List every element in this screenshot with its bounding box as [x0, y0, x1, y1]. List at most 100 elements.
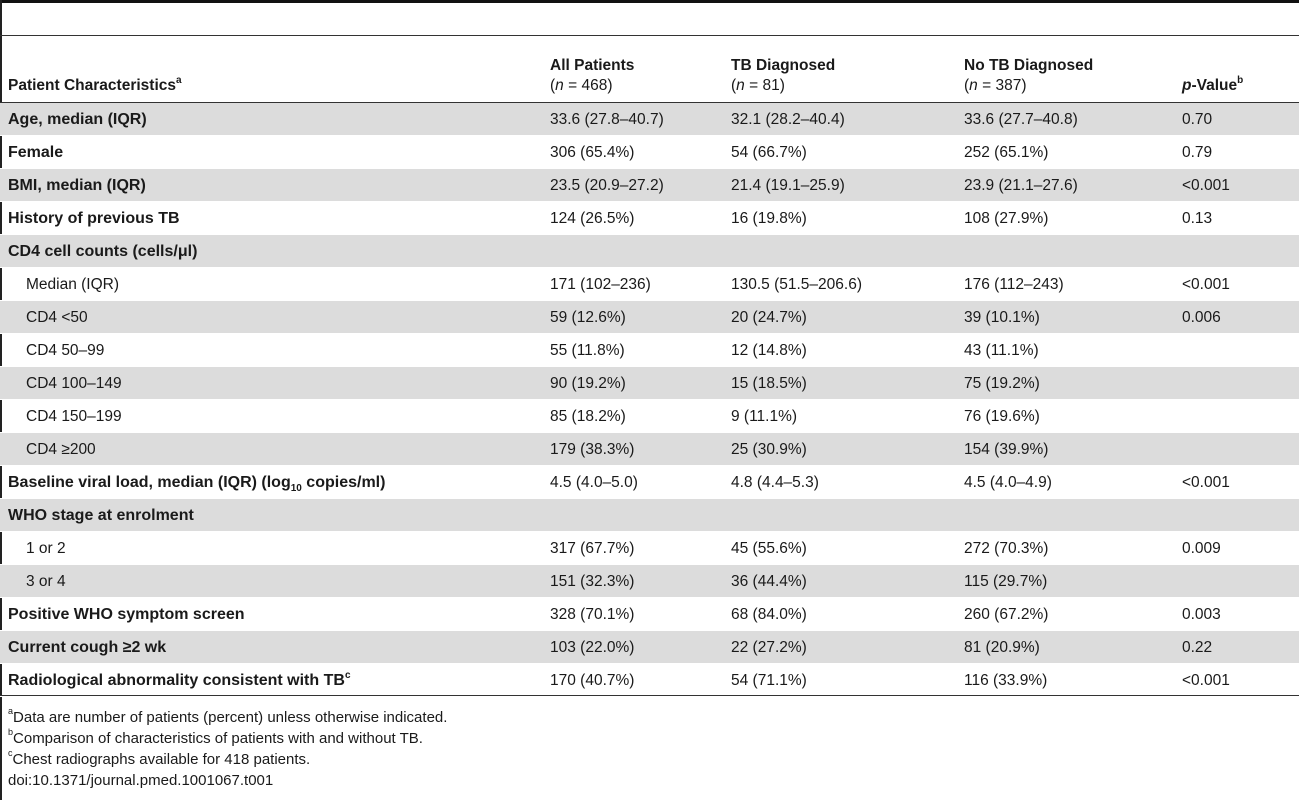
table-row: CD4 cell counts (cells/μl) [0, 235, 1299, 268]
cell-no-tb-diagnosed: 81 (20.9%) [964, 639, 1040, 656]
cell-no-tb-diagnosed: 116 (33.9%) [964, 672, 1048, 689]
cell-tb-diagnosed: 15 (18.5%) [731, 375, 807, 392]
cell-no-tb-diagnosed: 23.9 (21.1–27.6) [964, 177, 1078, 194]
row-label: Female [8, 144, 64, 161]
table-row: 3 or 4 151 (32.3%) 36 (44.4%) 115 (29.7%) [0, 565, 1299, 598]
header-all-patients: All Patients (n = 468) [550, 56, 634, 96]
cell-tb-diagnosed: 25 (30.9%) [731, 441, 807, 458]
cell-tb-diagnosed: 32.1 (28.2–40.4) [731, 111, 845, 128]
cell-no-tb-diagnosed: 75 (19.2%) [964, 375, 1040, 392]
row-label: Positive WHO symptom screen [8, 606, 245, 623]
table-row: Female 306 (65.4%) 54 (66.7%) 252 (65.1%) 0.… [0, 136, 1299, 169]
cell-p-value: 0.006 [1182, 309, 1221, 326]
cell-all-patients: 179 (38.3%) [550, 441, 635, 458]
cell-no-tb-diagnosed: 108 (27.9%) [964, 210, 1049, 227]
cell-tb-diagnosed: 16 (19.8%) [731, 210, 807, 227]
doi-line[interactable]: doi:10.1371/journal.pmed.1001067.t001 [8, 772, 274, 789]
row-label: Age, median (IQR) [8, 111, 147, 128]
table-row: Median (IQR) 171 (102–236) 130.5 (51.5–206… [0, 268, 1299, 301]
cell-no-tb-diagnosed: 76 (19.6%) [964, 408, 1040, 425]
header-label: Patient Characteristics [8, 77, 176, 94]
row-label: History of previous TB [8, 210, 180, 227]
table-row: Baseline viral load, median (IQR) (log10… [0, 466, 1299, 499]
table-row: CD4 150–199 85 (18.2%) 9 (11.1%) 76 (19.6%) [0, 400, 1299, 433]
cell-all-patients: 124 (26.5%) [550, 210, 635, 227]
table-row: CD4 ≥200 179 (38.3%) 25 (30.9%) 154 (39.9%) [0, 433, 1299, 466]
cell-tb-diagnosed: 68 (84.0%) [731, 606, 807, 623]
cell-all-patients: 170 (40.7%) [550, 672, 635, 689]
footnote: cChest radiographs available for 418 pat… [8, 748, 311, 769]
cell-all-patients: 4.5 (4.0–5.0) [550, 474, 638, 491]
cell-no-tb-diagnosed: 176 (112–243) [964, 276, 1064, 293]
cell-no-tb-diagnosed: 39 (10.1%) [964, 309, 1040, 326]
cell-all-patients: 90 (19.2%) [550, 375, 626, 392]
header-p-value: p-Valueb [1182, 74, 1244, 94]
header-patient-characteristics: Patient Characteristicsa [8, 74, 182, 96]
cell-all-patients: 85 (18.2%) [550, 408, 626, 425]
cell-all-patients: 23.5 (20.9–27.2) [550, 177, 664, 194]
row-label: CD4 100–149 [26, 375, 122, 392]
header-label: TB Diagnosed [731, 57, 836, 74]
header-label: No TB Diagnosed [964, 57, 1094, 74]
header-no-tb-diagnosed: No TB Diagnosed (n = 387) [964, 56, 1093, 96]
cell-no-tb-diagnosed: 4.5 (4.0–4.9) [964, 474, 1052, 491]
table-row: CD4 <50 59 (12.6%) 20 (24.7%) 39 (10.1%) 0.0… [0, 301, 1299, 334]
cell-all-patients: 306 (65.4%) [550, 144, 635, 161]
cell-p-value: 0.009 [1182, 540, 1221, 557]
header-bottom-rule [0, 102, 1299, 103]
cell-tb-diagnosed: 22 (27.2%) [731, 639, 807, 656]
table-row: 1 or 2 317 (67.7%) 45 (55.6%) 272 (70.3%) 0.… [0, 532, 1299, 565]
table-row: Age, median (IQR) 33.6 (27.8–40.7) 32.1 (2… [0, 103, 1299, 136]
row-label: Median (IQR) [26, 276, 120, 293]
table-row: Current cough ≥2 wk 103 (22.0%) 22 (27.2%)… [0, 631, 1299, 664]
table-row: WHO stage at enrolment [0, 499, 1299, 532]
footnote-marker: c [344, 669, 351, 681]
table-row: Radiological abnormality consistent with… [0, 664, 1299, 697]
cell-p-value: <0.001 [1182, 276, 1230, 293]
cell-all-patients: 317 (67.7%) [550, 540, 635, 557]
cell-p-value: <0.001 [1182, 672, 1230, 689]
cell-no-tb-diagnosed: 115 (29.7%) [964, 573, 1048, 590]
row-label: Radiological abnormality consistent with… [8, 669, 351, 689]
cell-tb-diagnosed: 54 (71.1%) [731, 672, 807, 689]
table-row: History of previous TB 124 (26.5%) 16 (19.… [0, 202, 1299, 235]
cell-p-value: 0.22 [1182, 639, 1213, 656]
row-label: CD4 50–99 [26, 342, 105, 359]
table-row: BMI, median (IQR) 23.5 (20.9–27.2) 21.4 (1… [0, 169, 1299, 202]
cell-tb-diagnosed: 45 (55.6%) [731, 540, 807, 557]
row-label: 1 or 2 [26, 540, 66, 557]
header-n: (n = 468) [550, 77, 613, 94]
table-bottom-rule [0, 695, 1299, 696]
row-label: CD4 <50 [26, 309, 88, 326]
footnote: bComparison of characteristics of patien… [8, 727, 423, 748]
footnote: aData are number of patients (percent) u… [8, 706, 448, 727]
cell-p-value: 0.003 [1182, 606, 1221, 623]
row-label: 3 or 4 [26, 573, 66, 590]
cell-all-patients: 33.6 (27.8–40.7) [550, 111, 664, 128]
row-label: WHO stage at enrolment [8, 507, 194, 524]
row-label: CD4 150–199 [26, 408, 122, 425]
cell-p-value: <0.001 [1182, 177, 1230, 194]
cell-no-tb-diagnosed: 252 (65.1%) [964, 144, 1049, 161]
footnote-marker: a [176, 74, 182, 86]
header-top-rule [0, 35, 1299, 36]
cell-tb-diagnosed: 12 (14.8%) [731, 342, 807, 359]
cell-tb-diagnosed: 20 (24.7%) [731, 309, 807, 326]
header-label: All Patients [550, 57, 635, 74]
cell-tb-diagnosed: 9 (11.1%) [731, 408, 798, 425]
table-footnotes: aData are number of patients (percent) u… [8, 707, 447, 791]
top-rule [0, 0, 1299, 3]
cell-no-tb-diagnosed: 43 (11.1%) [964, 342, 1039, 359]
cell-no-tb-diagnosed: 154 (39.9%) [964, 441, 1049, 458]
cell-all-patients: 171 (102–236) [550, 276, 651, 293]
cell-all-patients: 328 (70.1%) [550, 606, 635, 623]
header-tb-diagnosed: TB Diagnosed (n = 81) [731, 56, 835, 96]
cell-no-tb-diagnosed: 260 (67.2%) [964, 606, 1049, 623]
cell-p-value: 0.79 [1182, 144, 1213, 161]
cell-all-patients: 59 (12.6%) [550, 309, 626, 326]
row-label: CD4 ≥200 [26, 441, 96, 458]
table-row: Positive WHO symptom screen 328 (70.1%) 68… [0, 598, 1299, 631]
header-n: (n = 387) [964, 77, 1027, 94]
row-label: CD4 cell counts (cells/μl) [8, 243, 198, 260]
